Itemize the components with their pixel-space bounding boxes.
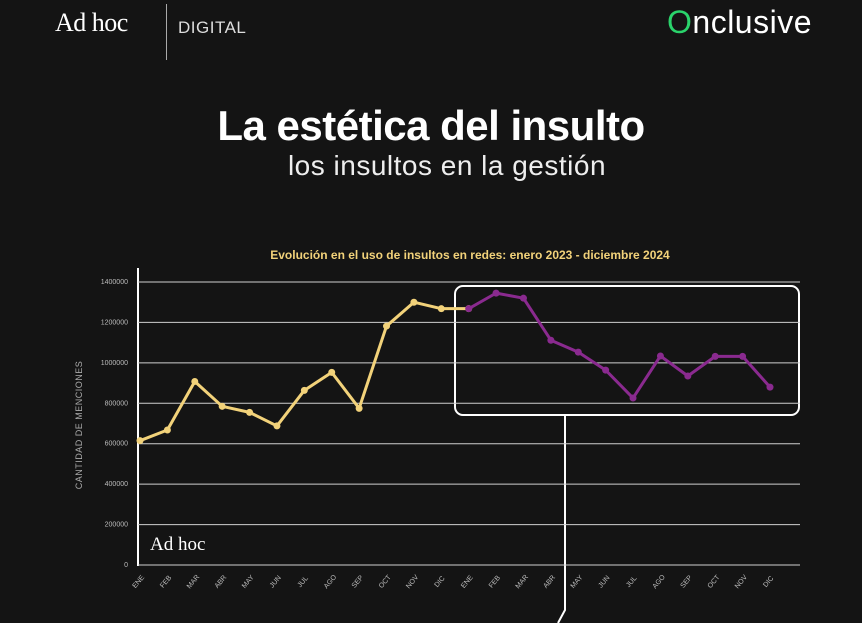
- x-tick-label: AGO: [652, 573, 668, 590]
- highlight-box: [454, 285, 800, 416]
- x-tick-label: MAR: [515, 574, 530, 590]
- x-tick-label: DIC: [434, 575, 447, 589]
- data-point: [684, 372, 692, 380]
- y-tick-label: 1400000: [101, 279, 128, 286]
- data-point: [136, 437, 144, 445]
- data-point: [492, 289, 500, 297]
- x-tick-label: ENE: [132, 574, 147, 590]
- x-tick-label: JUL: [297, 575, 310, 589]
- x-tick-label: OCT: [378, 574, 393, 590]
- separator: [166, 4, 167, 60]
- x-tick-label: MAR: [186, 574, 201, 590]
- x-tick-label: ABR: [214, 574, 229, 590]
- partner-logo: Onclusive: [667, 4, 812, 40]
- brand-logo: Ad hoc: [55, 8, 128, 37]
- data-point: [602, 366, 610, 374]
- x-tick-label: MAY: [570, 574, 585, 590]
- data-point: [355, 404, 363, 412]
- series-line: [139, 300, 469, 443]
- watermark: Ad hoc: [150, 534, 205, 555]
- x-tick-label: FEB: [488, 574, 502, 589]
- data-point: [629, 394, 637, 402]
- x-tick-label: ENE: [460, 574, 475, 590]
- y-tick-label: 1000000: [101, 360, 128, 367]
- y-tick-label: 0: [124, 562, 128, 569]
- data-point: [437, 305, 445, 313]
- y-tick-label: 1200000: [101, 319, 128, 326]
- y-axis-label: CANTIDAD DE MENCIONES: [74, 361, 84, 490]
- x-tick-label: JUN: [597, 575, 611, 590]
- series-line: [467, 291, 772, 400]
- data-point: [383, 322, 391, 330]
- x-tick-label: AGO: [323, 573, 339, 590]
- x-tick-label: FEB: [159, 574, 173, 589]
- chart-title: Evolución en el uso de insultos en redes…: [270, 248, 670, 262]
- data-point: [300, 386, 308, 394]
- x-tick-label: MAY: [241, 574, 256, 590]
- x-tick-label: SEP: [351, 574, 366, 589]
- section-label: DIGITAL: [178, 18, 247, 37]
- data-point: [218, 402, 226, 410]
- x-tick-label: JUN: [269, 575, 283, 590]
- y-tick-label: 400000: [105, 481, 128, 488]
- data-point: [246, 408, 254, 416]
- data-point: [519, 294, 527, 302]
- data-point: [547, 336, 555, 344]
- x-tick-label: NOV: [734, 574, 749, 590]
- x-tick-label: JUL: [625, 575, 638, 589]
- data-point: [656, 352, 664, 360]
- x-tick-label: OCT: [707, 574, 722, 590]
- data-point: [191, 377, 199, 385]
- x-tick-label: DIC: [762, 575, 775, 589]
- data-point: [328, 368, 336, 376]
- page-subtitle: los insultos en la gestión: [287, 150, 607, 181]
- y-tick-label: 200000: [105, 522, 128, 529]
- x-tick-label: SEP: [679, 574, 694, 589]
- data-point: [766, 383, 774, 391]
- y-tick-label: 600000: [105, 441, 128, 448]
- data-point: [273, 422, 281, 430]
- page-title: La estética del insulto: [217, 102, 645, 149]
- x-tick-label: NOV: [405, 574, 420, 590]
- y-tick-label: 800000: [105, 400, 128, 407]
- data-point: [739, 352, 747, 360]
- data-point: [163, 426, 171, 434]
- data-point: [465, 305, 473, 313]
- data-point: [410, 298, 418, 306]
- x-tick-label: ABR: [542, 574, 557, 590]
- data-point: [711, 352, 719, 360]
- data-point: [574, 348, 582, 356]
- callout-line: [557, 415, 566, 623]
